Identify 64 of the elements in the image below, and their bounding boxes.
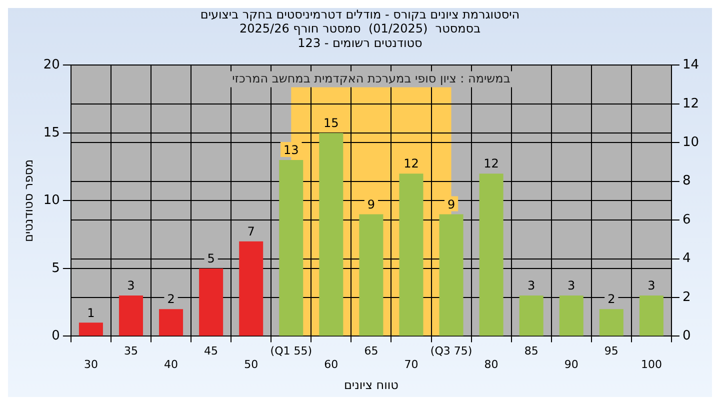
text: סטודנטים רשומים - 123 (298, 36, 422, 50)
x-tick-label: 95 (604, 344, 618, 358)
y2-tick-label: 8 (682, 174, 691, 189)
x-tick-label: 30 (84, 358, 98, 371)
x-tick-label: 65 (364, 344, 378, 358)
x-axis-title: טווח ציונים (344, 378, 399, 392)
data-label: 3 (648, 278, 656, 293)
bar (78, 322, 103, 336)
y-axis-title: מספר סטודנטים (21, 159, 36, 242)
y2-tick-label: 12 (682, 96, 700, 112)
y2-tick-label: 4 (682, 251, 691, 266)
x-tick-label: 60 (324, 358, 338, 371)
x-tick-label: 90 (564, 358, 578, 371)
bar (199, 268, 224, 336)
bar (559, 296, 584, 336)
y2-tick-label: 6 (682, 212, 691, 228)
bar (399, 174, 424, 336)
data-label: 1 (87, 306, 95, 320)
data-label: 7 (247, 224, 255, 238)
bar (239, 241, 264, 336)
data-label: 12 (484, 156, 499, 171)
y-tick-label: 15 (43, 125, 60, 140)
x-tick-label: (Q3 75) (430, 344, 472, 358)
x-tick-label: 45 (204, 344, 218, 358)
bar (439, 214, 464, 336)
x-tick-label: 100 (640, 358, 662, 371)
data-label: 9 (447, 197, 456, 212)
x-tick-label: 50 (244, 358, 258, 371)
x-tick-label: 35 (124, 344, 138, 358)
y-tick-label: 10 (43, 193, 60, 208)
data-label: 3 (528, 278, 536, 293)
text: היסטוגרמת ציונים בקורס - מודלים דטרמיניסטים בחקר ביצועים (200, 7, 520, 22)
x-tick-label: (Q1 55) (270, 344, 312, 358)
data-label: 2 (167, 292, 175, 306)
annotation: במשימה : ציון סופי במערכת האקדמית במחשב המרכזי (232, 71, 510, 86)
x-tick-label: 70 (404, 358, 418, 371)
text: בסמסטר (01/2025) סמסטר חורף 2025/26 (239, 22, 481, 36)
x-tick-label: 80 (484, 358, 498, 371)
bar (479, 174, 504, 336)
y-tick-label: 5 (52, 260, 60, 276)
bar (118, 296, 144, 336)
y-tick-label: 20 (43, 58, 60, 73)
bar (599, 309, 624, 336)
y2-tick-label: 14 (682, 58, 700, 73)
bar (159, 309, 184, 336)
data-label: 9 (367, 197, 376, 212)
data-label: 15 (324, 116, 339, 130)
data-label: 12 (404, 156, 419, 171)
data-label: 3 (568, 278, 576, 293)
x-tick-label: 40 (164, 358, 178, 371)
data-label: 5 (207, 252, 215, 266)
data-label: 3 (127, 278, 135, 293)
bar (359, 214, 384, 336)
bar (639, 296, 664, 336)
bar (279, 160, 304, 336)
x-tick-label: 85 (524, 344, 538, 358)
y2-tick-label: 2 (682, 290, 691, 305)
bar (319, 132, 344, 336)
data-label: 13 (283, 143, 299, 158)
y2-tick-label: 0 (682, 328, 691, 344)
data-label: 2 (608, 292, 616, 306)
bar (519, 296, 544, 336)
y-tick-label: 0 (52, 328, 60, 344)
y2-tick-label: 10 (682, 135, 700, 150)
